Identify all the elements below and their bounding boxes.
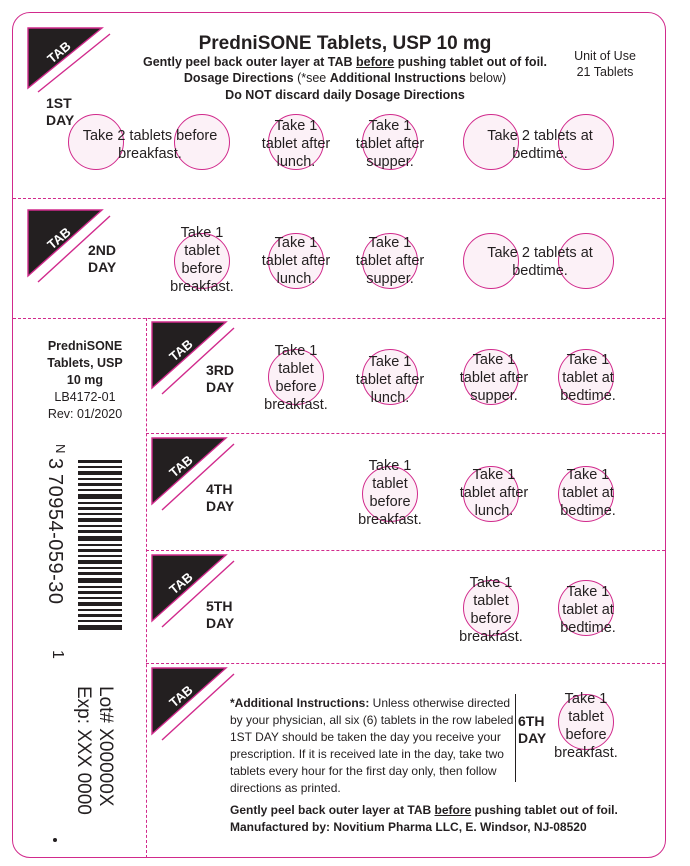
dose-text: Take 1 tablet before breakfast. [459, 575, 523, 645]
dose-text: Take 1 tablet after supper. [355, 118, 425, 170]
dose-text: Take 1 tablet after lunch. [459, 467, 529, 519]
dose-text: Take 2 tablets at bedtime. [487, 245, 593, 279]
day-label-1: 1ST DAY [46, 95, 75, 128]
row-divider-2 [13, 318, 665, 319]
dose-text: Take 2 tablets at bedtime. [487, 128, 593, 162]
tablet-blister[interactable] [463, 114, 519, 170]
tablet-blister[interactable] [558, 233, 614, 289]
tablet-blister[interactable] [558, 694, 614, 750]
barcode-lead: N [53, 444, 68, 454]
dose-text: Take 1 tablet at bedtime. [560, 352, 616, 404]
tablet-blister[interactable] [463, 466, 519, 522]
dose-text: Take 1 tablet before breakfast. [554, 691, 618, 761]
instructions-separator [515, 694, 516, 782]
tablet-blister[interactable] [558, 580, 614, 636]
tablet-blister[interactable] [68, 114, 124, 170]
day-label-6: 6TH DAY [518, 713, 547, 746]
do-not-discard-note: Do NOT discard daily Dosage Directions [225, 88, 465, 102]
tab-icon-day1[interactable]: TAB [24, 24, 114, 93]
dot-mark [53, 838, 57, 842]
tab-icon-day6[interactable]: TAB [148, 664, 238, 741]
dose-text: Take 1 tablet after lunch. [261, 118, 331, 170]
footer: Gently peel back outer layer at TAB befo… [230, 803, 618, 834]
tablet-blister[interactable] [558, 349, 614, 405]
tablet-blister[interactable] [362, 114, 418, 170]
row-divider-4 [146, 550, 665, 551]
side-product-info: PredniSONE Tablets, USP 10 mg LB4172-01 … [47, 339, 123, 421]
dose-text: Take 1 tablet at bedtime. [560, 584, 616, 636]
day-label-5: 5TH DAY [206, 598, 235, 631]
dose-text: Take 1 tablet before breakfast. [170, 225, 234, 295]
additional-instructions: *Additional Instructions: Unless otherwi… [230, 696, 514, 795]
tablet-blister[interactable] [463, 233, 519, 289]
barcode-number: 70954-059-30 [44, 474, 66, 605]
day-label-3: 3RD DAY [206, 362, 235, 395]
unit-of-use: Unit of Use 21 Tablets [574, 49, 636, 79]
tab-icon-day4[interactable]: TAB [148, 434, 238, 511]
tablet-blister[interactable] [463, 349, 519, 405]
tablet-blister[interactable] [463, 580, 519, 636]
row-divider-3 [146, 433, 665, 434]
barcode-number-prefix: 3 [44, 458, 66, 470]
tab-icon-day2[interactable]: TAB [24, 206, 114, 283]
day-label-4: 4TH DAY [206, 481, 235, 514]
side-panel-divider [146, 318, 147, 858]
tab-icon-day3[interactable]: TAB [148, 318, 238, 395]
row-divider-1 [13, 198, 665, 199]
barcode-check-digit: 1 [49, 650, 66, 659]
dose-text: Take 1 tablet at bedtime. [560, 467, 616, 519]
dose-text: Take 1 tablet before breakfast. [264, 343, 328, 413]
product-title: PredniSONE Tablets, USP 10 mg [198, 33, 492, 54]
row-divider-5 [146, 663, 665, 664]
dose-text: Take 1 tablet after supper. [355, 235, 425, 287]
dose-text: Take 1 tablet after lunch. [261, 235, 331, 287]
tablet-blister[interactable] [268, 349, 324, 405]
tablet-blister[interactable] [174, 114, 230, 170]
expiration-date: Exp: XXX 0000 [73, 686, 94, 815]
day-label-2: 2ND DAY [88, 242, 117, 275]
tablet-blister[interactable] [362, 233, 418, 289]
tab-icon-day5[interactable]: TAB [148, 551, 238, 628]
peel-instruction: Gently peel back outer layer at TAB befo… [143, 55, 547, 69]
tablet-blister[interactable] [558, 466, 614, 522]
blister-card-frame [12, 12, 666, 858]
tablet-blister[interactable] [362, 466, 418, 522]
tablet-blister[interactable] [268, 233, 324, 289]
barcode-icon [78, 460, 122, 630]
lot-number: Lot# X00000X [95, 686, 116, 807]
tablet-blister[interactable] [558, 114, 614, 170]
tablet-blister[interactable] [268, 114, 324, 170]
dose-text: Take 2 tablets before breakfast. [82, 128, 218, 162]
dose-text: Take 1 tablet before breakfast. [358, 458, 422, 528]
tablet-blister[interactable] [174, 233, 230, 289]
dose-text: Take 1 tablet after supper. [459, 352, 529, 404]
dosage-directions-line: Dosage Directions (*see Additional Instr… [183, 71, 507, 85]
dose-text: Take 1 tablet after lunch. [355, 354, 425, 406]
tablet-blister[interactable] [362, 349, 418, 405]
